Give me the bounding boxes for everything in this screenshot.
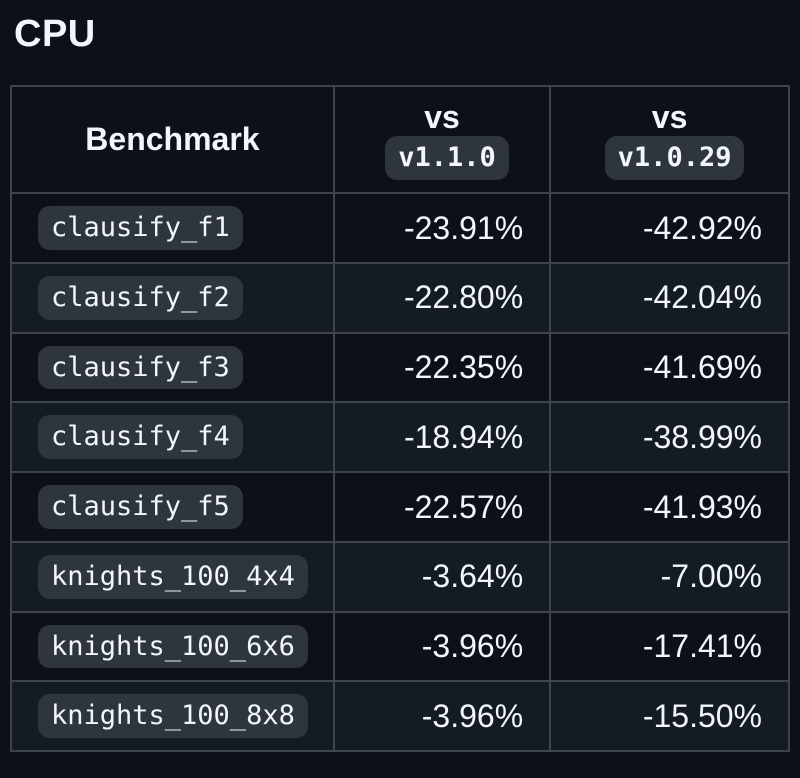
vs-v1.1.0-cell: -18.94% — [332, 401, 552, 474]
table-row: knights_100_4x4 -3.64% -7.00% — [10, 540, 790, 613]
table-row: clausify_f2 -22.80% -42.04% — [10, 261, 790, 334]
vs-v1.1.0-cell: -3.64% — [332, 540, 552, 613]
table-row: clausify_f5 -22.57% -41.93% — [10, 471, 790, 543]
vs-v1.0.29-cell: -41.69% — [549, 331, 790, 404]
benchmark-badge: knights_100_4x4 — [38, 554, 308, 599]
vs-label: vs — [424, 99, 460, 136]
benchmark-cell: knights_100_8x8 — [10, 680, 335, 753]
table-row: knights_100_6x6 -3.96% -17.41% — [10, 610, 790, 683]
column-header-benchmark: Benchmark — [10, 85, 335, 195]
vs-v1.0.29-cell: -42.04% — [549, 261, 790, 334]
vs-v1.0.29-cell: -41.93% — [549, 471, 790, 543]
table-row: clausify_f1 -23.91% -42.92% — [10, 192, 790, 264]
benchmark-cell: clausify_f5 — [10, 471, 335, 543]
column-header-vs-v1.1.0: vsv1.1.0 — [332, 85, 552, 195]
benchmark-badge: clausify_f1 — [38, 206, 243, 250]
version-badge-v1.0.29: v1.0.29 — [604, 136, 745, 181]
table-row: clausify_f4 -18.94% -38.99% — [10, 401, 790, 474]
benchmark-badge: clausify_f3 — [38, 345, 243, 390]
benchmark-cell: clausify_f3 — [10, 331, 335, 404]
benchmark-badge: clausify_f4 — [38, 415, 243, 460]
vs-v1.1.0-cell: -3.96% — [332, 610, 552, 683]
vs-v1.0.29-cell: -7.00% — [549, 540, 790, 613]
column-header-vs-v1.0.29: vsv1.0.29 — [549, 85, 790, 195]
benchmark-cell: knights_100_4x4 — [10, 540, 335, 613]
benchmark-badge: knights_100_6x6 — [38, 624, 308, 669]
vs-v1.0.29-cell: -17.41% — [549, 610, 790, 683]
vs-v1.1.0-cell: -22.80% — [332, 261, 552, 334]
page: CPU Benchmark vsv1.1.0 vsv1.0.29 clausif… — [10, 13, 790, 753]
page-title: CPU — [14, 13, 96, 55]
vs-v1.1.0-cell: -3.96% — [332, 680, 552, 753]
benchmark-cell: clausify_f2 — [10, 261, 335, 334]
vs-v1.0.29-cell: -38.99% — [549, 401, 790, 474]
benchmark-cell: clausify_f4 — [10, 401, 335, 474]
vs-label: vs — [651, 99, 688, 136]
vs-v1.1.0-cell: -22.57% — [332, 471, 552, 543]
benchmark-cell: knights_100_6x6 — [10, 610, 335, 683]
vs-v1.1.0-cell: -22.35% — [332, 331, 552, 404]
vs-v1.0.29-cell: -42.92% — [549, 192, 790, 264]
benchmark-table: Benchmark vsv1.1.0 vsv1.0.29 clausify_f1… — [10, 85, 790, 753]
benchmark-badge: knights_100_8x8 — [38, 694, 308, 739]
table-row: knights_100_8x8 -3.96% -15.50% — [10, 680, 790, 753]
benchmark-badge: clausify_f2 — [38, 275, 243, 320]
vs-v1.0.29-cell: -15.50% — [549, 680, 790, 753]
benchmark-cell: clausify_f1 — [10, 192, 335, 264]
vs-v1.1.0-cell: -23.91% — [332, 192, 552, 264]
version-badge-v1.1.0: v1.1.0 — [385, 136, 509, 181]
benchmark-badge: clausify_f5 — [38, 485, 243, 529]
table-header-row: Benchmark vsv1.1.0 vsv1.0.29 — [10, 85, 790, 195]
table-row: clausify_f3 -22.35% -41.69% — [10, 331, 790, 404]
